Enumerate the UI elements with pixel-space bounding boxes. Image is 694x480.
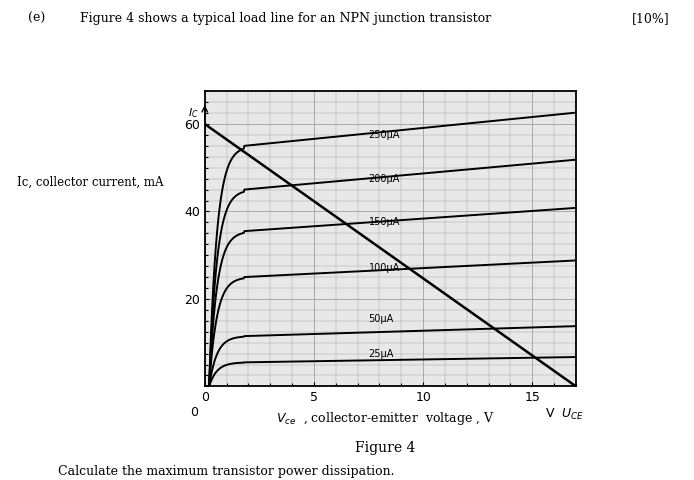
Text: $I_C$: $I_C$ bbox=[187, 106, 198, 120]
Text: 25μA: 25μA bbox=[369, 348, 394, 359]
Text: Calculate the maximum transistor power dissipation.: Calculate the maximum transistor power d… bbox=[42, 465, 394, 478]
Text: Figure 4: Figure 4 bbox=[355, 441, 415, 455]
Text: V  $U_{CE}$: V $U_{CE}$ bbox=[545, 408, 585, 422]
Text: 150μA: 150μA bbox=[369, 217, 400, 228]
Text: Figure 4 shows a typical load line for an NPN junction transistor: Figure 4 shows a typical load line for a… bbox=[80, 12, 491, 25]
Text: 100μA: 100μA bbox=[369, 264, 400, 273]
Text: (e): (e) bbox=[28, 12, 45, 25]
Text: 250μA: 250μA bbox=[369, 130, 400, 140]
Text: 0: 0 bbox=[190, 406, 198, 419]
Text: Ic, collector current, mA: Ic, collector current, mA bbox=[17, 176, 164, 189]
Text: 200μA: 200μA bbox=[369, 174, 400, 184]
Text: $V_{ce}$  , collector-emitter  voltage , V: $V_{ce}$ , collector-emitter voltage , V bbox=[276, 410, 495, 427]
Text: [10%]: [10%] bbox=[632, 12, 670, 25]
Text: 50μA: 50μA bbox=[369, 313, 393, 324]
